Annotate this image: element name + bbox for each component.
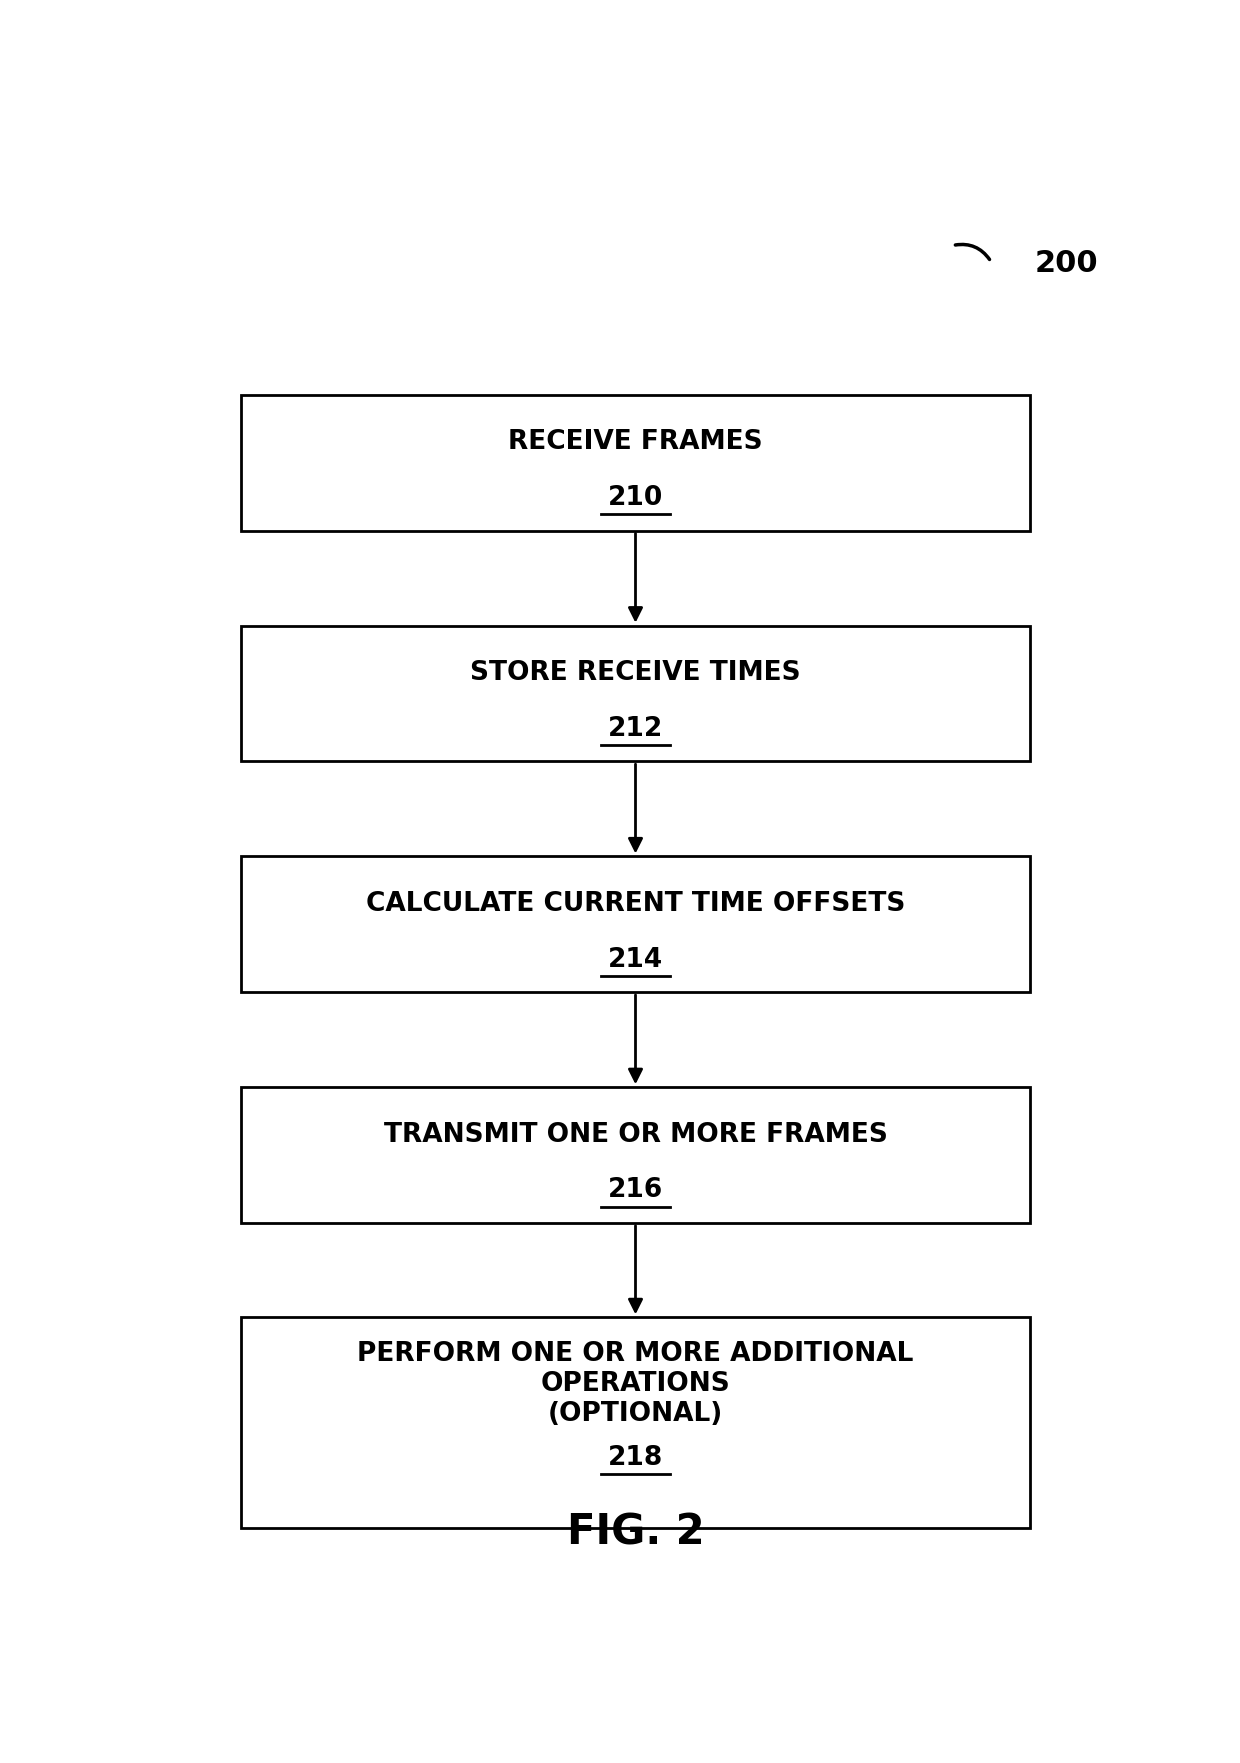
Text: 218: 218 (608, 1444, 663, 1470)
Text: STORE RECEIVE TIMES: STORE RECEIVE TIMES (470, 659, 801, 686)
Text: 210: 210 (608, 485, 663, 511)
Text: FIG. 2: FIG. 2 (567, 1511, 704, 1553)
Text: TRANSMIT ONE OR MORE FRAMES: TRANSMIT ONE OR MORE FRAMES (383, 1121, 888, 1148)
Bar (242, 626, 1029, 762)
Text: 212: 212 (608, 716, 663, 742)
Bar (242, 395, 1029, 531)
Text: PERFORM ONE OR MORE ADDITIONAL
OPERATIONS
(OPTIONAL): PERFORM ONE OR MORE ADDITIONAL OPERATION… (357, 1342, 914, 1428)
Text: 216: 216 (608, 1178, 663, 1204)
Bar (242, 857, 1029, 993)
Text: 200: 200 (1034, 249, 1097, 277)
Text: 214: 214 (608, 947, 663, 973)
Text: RECEIVE FRAMES: RECEIVE FRAMES (508, 430, 763, 455)
Bar (242, 1317, 1029, 1529)
Text: CALCULATE CURRENT TIME OFFSETS: CALCULATE CURRENT TIME OFFSETS (366, 890, 905, 917)
Bar (242, 1088, 1029, 1224)
